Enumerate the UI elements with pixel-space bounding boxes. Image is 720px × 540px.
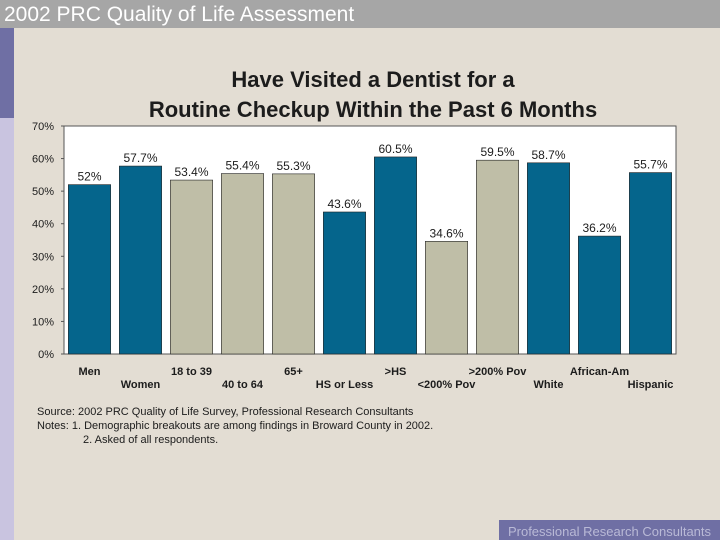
data-label: 55.7% [633, 158, 667, 172]
data-label: 60.5% [378, 142, 412, 156]
y-axis-tick-label: 0% [38, 349, 54, 361]
bar [221, 173, 264, 355]
footnote-source: Source: 2002 PRC Quality of Life Survey,… [37, 406, 414, 418]
y-axis-tick-label: 40% [32, 219, 54, 231]
x-axis-category-label: 40 to 64 [222, 379, 264, 391]
x-axis-category-label: 18 to 39 [171, 366, 212, 378]
y-axis-tick-label: 50% [32, 186, 54, 198]
x-axis-category-label: HS or Less [316, 379, 373, 391]
bar [170, 179, 213, 355]
brand-logo-text: Professional Research Consultants [507, 524, 712, 539]
brand-box: Professional Research Consultants [499, 520, 720, 540]
data-label: 34.6% [429, 226, 463, 240]
chart-title-line1: Have Visited a Dentist for a [231, 67, 515, 92]
bar [119, 165, 162, 355]
footnote-note-2: 2. Asked of all respondents. [83, 434, 219, 446]
left-accent-band [0, 0, 14, 540]
x-axis-category-label: >200% Pov [469, 366, 528, 378]
y-axis-tick-label: 20% [32, 284, 54, 296]
x-axis-category-label: <200% Pov [418, 379, 477, 391]
x-axis-category-label: African-Am [570, 366, 630, 378]
bar [323, 211, 366, 355]
bar [629, 172, 672, 355]
data-label: 59.5% [480, 145, 514, 159]
data-label: 58.7% [531, 148, 565, 162]
y-axis-tick-label: 60% [32, 154, 54, 166]
footnotes: Source: 2002 PRC Quality of Life Survey,… [37, 405, 433, 447]
x-axis-category-label: >HS [385, 366, 407, 378]
bar [68, 184, 111, 355]
data-label: 52% [77, 170, 101, 184]
footnote-note-1: Notes: 1. Demographic breakouts are amon… [37, 420, 434, 432]
y-axis-tick-label: 30% [32, 251, 54, 263]
bar [374, 156, 417, 355]
bar [425, 241, 468, 355]
bar [527, 162, 570, 355]
data-label: 57.7% [123, 151, 157, 165]
bar [476, 159, 519, 355]
data-label: 36.2% [582, 221, 616, 235]
data-label: 55.3% [276, 159, 310, 173]
y-axis-tick-label: 10% [32, 316, 54, 328]
y-axis-tick-label: 70% [32, 121, 54, 133]
x-axis-category-label: Women [121, 379, 161, 391]
bar [272, 173, 315, 355]
x-axis-category-label: White [534, 379, 564, 391]
header-title: 2002 PRC Quality of Life Assessment [4, 3, 355, 26]
data-label: 43.6% [327, 197, 361, 211]
bar [578, 235, 621, 355]
x-axis-category-label: 65+ [284, 366, 303, 378]
x-axis-category-label: Men [79, 366, 101, 378]
x-axis-category-label: Hispanic [628, 379, 674, 391]
chart-title-line2: Routine Checkup Within the Past 6 Months [148, 97, 598, 122]
plot-area [63, 125, 677, 355]
left-accent-band-dark [0, 0, 14, 118]
header-bar: 2002 PRC Quality of Life Assessment [0, 0, 720, 28]
data-label: 55.4% [225, 159, 259, 173]
data-label: 53.4% [174, 165, 208, 179]
